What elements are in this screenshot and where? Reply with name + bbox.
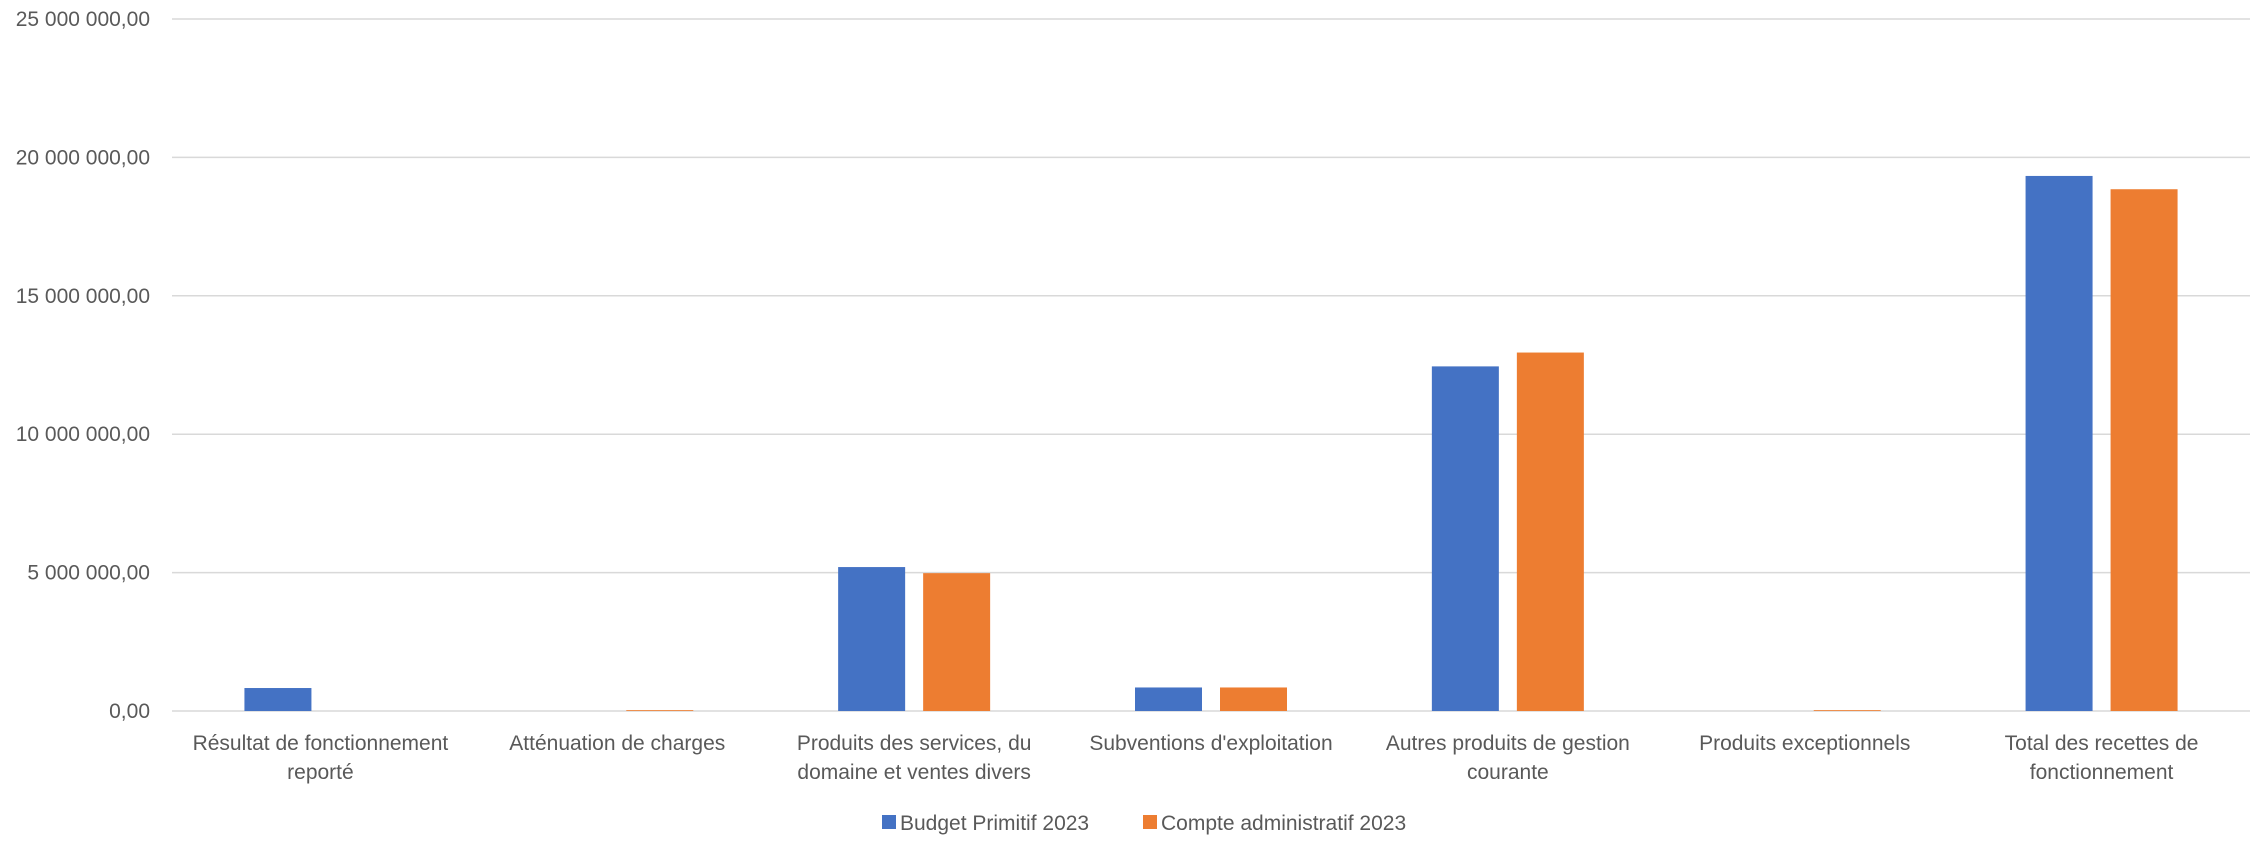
x-axis-category-labels: Résultat de fonctionnement reporté Atténua…	[193, 732, 2199, 784]
x-category-label: fonctionnement	[2030, 761, 2174, 784]
bar-compte-administratif	[1813, 710, 1881, 711]
y-tick-label: 25 000 000,00	[16, 8, 150, 31]
y-tick-label: 0,00	[109, 700, 150, 723]
legend-swatch	[1143, 815, 1157, 829]
bar-budget-primitif	[1135, 687, 1202, 711]
bar-compte-administratif	[923, 573, 991, 711]
x-category-label: courante	[1467, 761, 1549, 784]
bar-budget-primitif	[244, 688, 312, 711]
bar-budget-primitif	[2025, 175, 2093, 711]
x-category-label: Atténuation de charges	[509, 732, 725, 755]
gridlines	[172, 18, 2250, 712]
y-axis-tick-labels: 0,00 5 000 000,00 10 000 000,00 15 000 000,…	[16, 8, 150, 723]
legend: Budget Primitif 2023 Compte administratif…	[882, 812, 1406, 835]
legend-label: Compte administratif 2023	[1161, 812, 1406, 835]
y-tick-label: 5 000 000,00	[27, 562, 150, 585]
x-category-label: domaine et ventes divers	[797, 761, 1030, 784]
y-tick-label: 15 000 000,00	[16, 285, 150, 308]
x-category-label: Autres produits de gestion	[1386, 732, 1630, 755]
bar-compte-administratif	[626, 710, 694, 711]
x-category-label: Produits exceptionnels	[1699, 732, 1910, 755]
x-category-label: reporté	[287, 761, 354, 784]
bar-compte-administratif	[2110, 189, 2178, 711]
x-category-label: Subventions d'exploitation	[1089, 732, 1332, 755]
x-category-label: Produits des services, du	[797, 732, 1032, 755]
legend-swatch	[882, 815, 896, 829]
bar-budget-primitif	[1431, 366, 1499, 711]
x-category-label: Résultat de fonctionnement	[193, 732, 449, 755]
bars	[244, 175, 2178, 711]
y-tick-label: 10 000 000,00	[16, 423, 150, 446]
x-category-label: Total des recettes de	[2005, 732, 2199, 755]
bar-budget-primitif	[838, 567, 906, 711]
bar-compte-administratif	[1516, 352, 1584, 711]
legend-label: Budget Primitif 2023	[900, 812, 1089, 835]
y-tick-label: 20 000 000,00	[16, 146, 150, 169]
bar-compte-administratif	[1220, 687, 1287, 711]
